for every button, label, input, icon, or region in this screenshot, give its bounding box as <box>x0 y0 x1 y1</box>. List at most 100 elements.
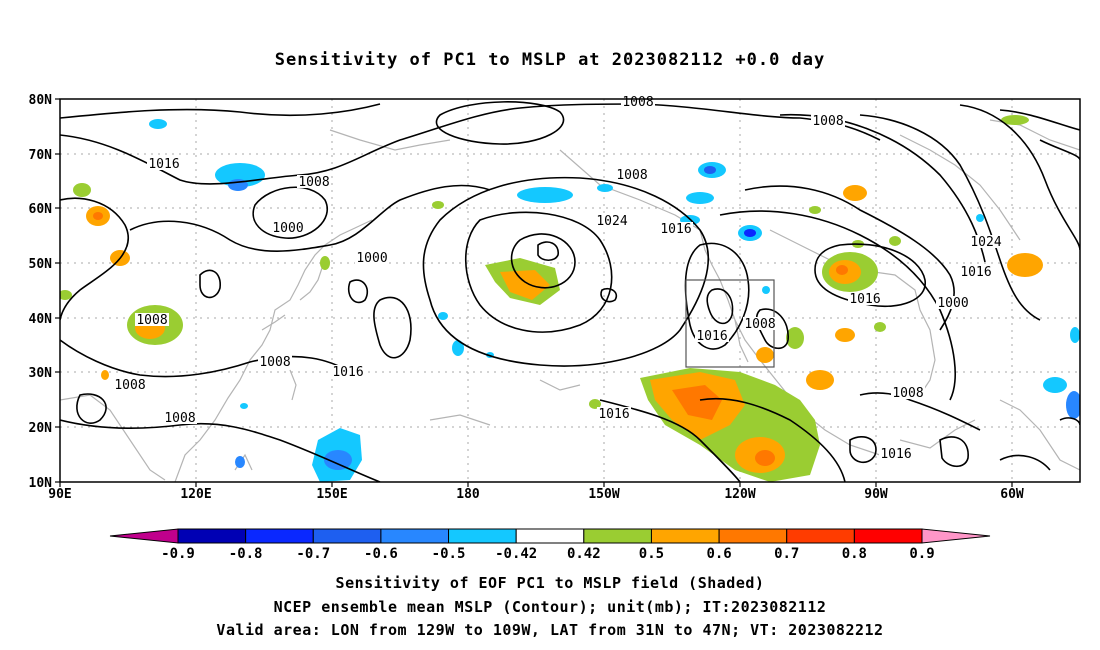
contour-label-bg <box>659 222 693 235</box>
contour-label-bg <box>595 214 629 227</box>
contour-label: 1008 <box>616 168 647 183</box>
contour-label: 1016 <box>849 292 880 307</box>
caption-line-1: Sensitivity of EOF PC1 to MSLP field (Sh… <box>335 574 765 592</box>
colorbar-segment <box>718 528 788 544</box>
lon-tick-label: 150E <box>316 487 347 502</box>
contour-label-bg <box>355 251 389 264</box>
colorbar-labels: -0.9 -0.8 -0.7 -0.6 -0.5 -0.42 0.42 0.5 0.6 0.7 0.… <box>161 546 935 562</box>
contour-label: 1008 <box>744 317 775 332</box>
lat-tick-label: 80N <box>29 93 53 108</box>
colorbar-segment <box>650 528 720 544</box>
contour-label: 1016 <box>332 365 363 380</box>
contour-labels: 1008 1000 1016 1008 1000 1008 1016 1024 1016 1008… <box>113 95 1003 462</box>
colorbar-label: 0.7 <box>774 546 799 562</box>
contour-label: 1008 <box>259 355 290 370</box>
contour-label: 1016 <box>960 265 991 280</box>
colorbar-label: 0.5 <box>639 546 664 562</box>
colorbar-high-arrow <box>921 528 991 544</box>
lat-tick-label: 40N <box>29 312 53 327</box>
colorbar-label: 0.8 <box>842 546 867 562</box>
contour-label-bg <box>969 235 1003 248</box>
colorbar-segment <box>245 528 314 544</box>
contour-label: 1008 <box>164 411 195 426</box>
colorbar-label: -0.8 <box>229 546 263 562</box>
contour-label: 1000 <box>356 251 387 266</box>
contour-label: 1008 <box>136 313 167 328</box>
colorbar-label: -0.5 <box>432 546 466 562</box>
colorbar-segment <box>583 528 652 544</box>
contour-label-bg <box>271 221 305 234</box>
contour-label-bg <box>811 114 845 127</box>
tick-marks <box>55 98 1013 487</box>
colorbar-segment <box>177 528 247 544</box>
caption-line-3: Valid area: LON from 129W to 109W, LAT f… <box>216 621 884 639</box>
contour-label-bg <box>135 313 169 326</box>
colorbar-label: -0.42 <box>495 546 537 562</box>
contour-label: 1016 <box>660 222 691 237</box>
colorbar-segment <box>515 528 585 544</box>
colorbar-label: 0.9 <box>909 546 934 562</box>
contour-label: 1016 <box>148 157 179 172</box>
lon-tick-label: 120E <box>180 487 211 502</box>
lat-tick-label: 70N <box>29 148 53 163</box>
page-title: Sensitivity of PC1 to MSLP at 2023082112… <box>274 50 826 70</box>
contour-label-bg <box>695 329 729 342</box>
lon-tick-label: 150W <box>588 487 619 502</box>
contour-label-bg <box>879 447 913 460</box>
colorbar <box>109 528 991 544</box>
lat-axis: 80N 70N 60N 50N 40N 30N 20N 10N <box>29 93 53 491</box>
sensitivity-shading <box>60 115 1080 482</box>
caption-line-2: NCEP ensemble mean MSLP (Contour); unit(… <box>273 598 827 616</box>
contour-label: 1008 <box>892 386 923 401</box>
contour-label: 1016 <box>880 447 911 462</box>
contour-label: 1024 <box>970 235 1001 250</box>
contour-label-bg <box>147 157 181 170</box>
contour-label-bg <box>163 411 197 424</box>
contour-label-bg <box>959 265 993 278</box>
colorbar-label: -0.9 <box>161 546 195 562</box>
lat-tick-label: 10N <box>29 476 53 491</box>
lon-tick-label: 120W <box>724 487 755 502</box>
colorbar-segment <box>380 528 450 544</box>
contour-label: 1000 <box>272 221 303 236</box>
contour-label: 1016 <box>598 407 629 422</box>
colorbar-segment <box>786 528 855 544</box>
colorbar-label: 0.6 <box>706 546 731 562</box>
lon-tick-label: 60W <box>1000 487 1024 502</box>
contour-label: 1000 <box>937 296 968 311</box>
contour-label-bg <box>331 365 365 378</box>
colorbar-label: -0.7 <box>296 546 330 562</box>
lon-axis: 90E 120E 150E 180 150W 120W 90W 60W <box>48 487 1024 502</box>
contour-label-bg <box>597 407 631 420</box>
contour-label-bg <box>258 355 292 368</box>
lon-tick-label: 90W <box>864 487 888 502</box>
lat-tick-label: 20N <box>29 421 53 436</box>
colorbar-label: -0.6 <box>364 546 398 562</box>
contour-label-bg <box>113 378 147 391</box>
contour-label-bg <box>297 175 331 188</box>
contour-label: 1008 <box>114 378 145 393</box>
contour-label-bg <box>743 317 777 330</box>
lat-tick-label: 50N <box>29 257 53 272</box>
lon-tick-label: 90E <box>48 487 71 502</box>
plot-frame <box>59 98 1081 483</box>
contour-label-bg <box>936 296 970 309</box>
contour-label-bg <box>848 292 882 305</box>
colorbar-label: 0.42 <box>567 546 601 562</box>
contour-label: 1016 <box>696 329 727 344</box>
contour-label: 1008 <box>622 95 653 110</box>
lat-tick-label: 60N <box>29 202 53 217</box>
contour-label-bg <box>891 386 925 399</box>
lon-tick-label: 180 <box>456 487 480 502</box>
colorbar-segment <box>312 528 382 544</box>
contour-label: 1008 <box>812 114 843 129</box>
colorbar-segment <box>448 528 517 544</box>
contour-label: 1008 <box>298 175 329 190</box>
colorbar-segment <box>853 528 923 544</box>
contour-label-bg <box>615 168 649 181</box>
lat-tick-label: 30N <box>29 366 53 381</box>
contour-label: 1024 <box>596 214 627 229</box>
colorbar-low-arrow <box>109 528 179 544</box>
plot-area <box>60 99 1080 482</box>
